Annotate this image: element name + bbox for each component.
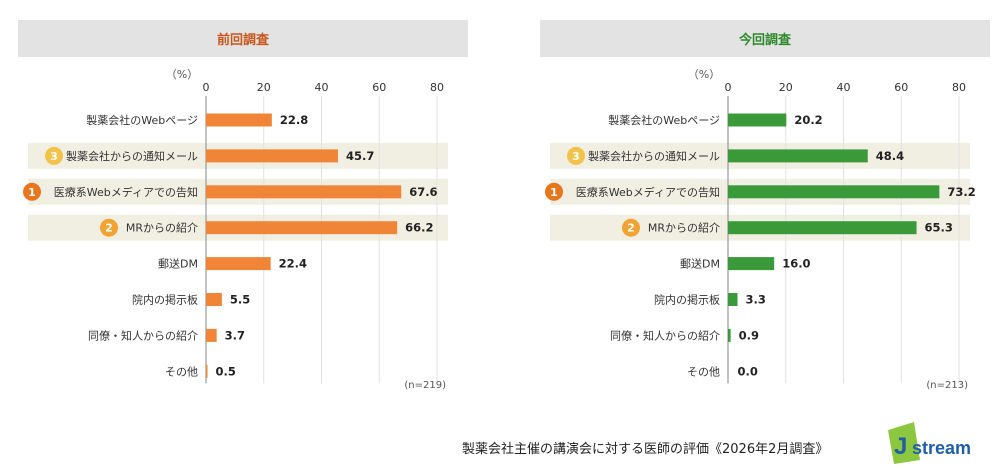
rank-badge xyxy=(23,182,41,201)
category-label: MRからの紹介 xyxy=(648,222,720,235)
value-label: 67.6 xyxy=(409,185,437,199)
logo-stream-text: stream xyxy=(912,438,971,458)
value-label: 0.9 xyxy=(739,328,759,342)
rank-number: 2 xyxy=(105,222,113,235)
category-label: 院内の掲示板 xyxy=(132,293,198,307)
sample-size-label: (n=213) xyxy=(926,380,968,391)
category-label: 医療系Webメディアでの告知 xyxy=(576,185,720,199)
rank-number: 3 xyxy=(572,150,580,163)
bar xyxy=(206,293,222,306)
survey-caption: 製薬会社主催の講演会に対する医師の評価《2026年2月調査》 xyxy=(462,442,829,457)
x-tick-label: 60 xyxy=(372,81,386,94)
category-label: 同僚・知人からの紹介 xyxy=(610,328,720,342)
rank-number: 1 xyxy=(550,186,558,199)
x-tick-label: 0 xyxy=(725,81,732,94)
category-label: 同僚・知人からの紹介 xyxy=(88,328,198,342)
x-tick-label: 80 xyxy=(952,81,966,94)
value-label: 45.7 xyxy=(346,149,374,163)
rank-badge xyxy=(100,218,118,237)
rank-number: 1 xyxy=(28,186,36,199)
rank-number: 2 xyxy=(627,222,635,235)
value-label: 0.0 xyxy=(738,364,758,378)
value-label: 0.5 xyxy=(216,364,236,378)
bar xyxy=(206,185,402,199)
logo-j-letter: J xyxy=(894,433,907,460)
bar xyxy=(206,328,217,342)
value-label: 20.2 xyxy=(794,113,822,127)
current-survey-chart: 0 20 40 60 80 （%） 製薬会社のWebページ 20.2 製薬会社からの通知メール 3… xyxy=(545,68,976,391)
jstream-logo: J stream xyxy=(888,422,971,464)
previous-survey-chart: 0 20 40 60 80 （%） 製薬会社のWebページ 22.8 製薬会社からの通知メール 3… xyxy=(23,68,448,391)
unit-label: （%） xyxy=(166,68,198,81)
rank-number: 3 xyxy=(50,150,58,163)
rank-badge xyxy=(622,218,640,237)
current-survey-panel: 今回調査 0 20 40 60 80 （%） 製薬会社のWebページ 20.2 製薬会社からの通… xyxy=(540,0,990,400)
category-label: 製薬会社からの通知メール xyxy=(588,149,720,163)
bar xyxy=(728,221,917,235)
x-tick-label: 80 xyxy=(430,81,444,94)
bar xyxy=(728,185,940,199)
rank-badge xyxy=(45,146,63,165)
x-tick-label: 40 xyxy=(315,81,329,94)
value-label: 5.5 xyxy=(230,293,250,307)
x-tick-label: 60 xyxy=(894,81,908,94)
x-tick-label: 20 xyxy=(257,81,271,94)
bar xyxy=(728,113,787,127)
previous-survey-panel: 前回調査 0 20 40 60 80 （%） 製薬会社のWebページ 22.8 製薬会社からの通… xyxy=(18,0,468,400)
category-label: 製薬会社のWebページ xyxy=(608,113,720,127)
current-survey-title: 今回調査 xyxy=(540,20,990,57)
category-label: その他 xyxy=(687,365,720,378)
category-label: 院内の掲示板 xyxy=(654,293,720,307)
value-label: 65.3 xyxy=(925,221,953,235)
value-label: 3.7 xyxy=(225,328,245,342)
x-tick-label: 0 xyxy=(203,81,210,94)
logo-mark-shape xyxy=(888,422,920,464)
value-label: 66.2 xyxy=(405,221,433,235)
category-label: MRからの紹介 xyxy=(126,222,198,235)
category-label: 郵送DM xyxy=(680,257,720,271)
value-label: 73.2 xyxy=(947,185,975,199)
previous-survey-title: 前回調査 xyxy=(18,20,468,57)
value-label: 16.0 xyxy=(782,257,810,271)
bar xyxy=(728,149,868,163)
bar xyxy=(206,113,272,127)
bar xyxy=(728,257,775,271)
category-label: 郵送DM xyxy=(158,257,198,271)
value-label: 48.4 xyxy=(876,149,904,163)
value-label: 22.8 xyxy=(280,113,308,127)
rank-badge xyxy=(567,146,585,165)
value-label: 22.4 xyxy=(279,257,307,271)
rank-badge xyxy=(545,182,563,201)
x-tick-label: 40 xyxy=(837,81,851,94)
bar xyxy=(206,364,208,378)
bar xyxy=(728,328,731,342)
category-label: その他 xyxy=(165,365,198,378)
bar xyxy=(206,149,338,163)
value-label: 3.3 xyxy=(746,293,766,307)
bar xyxy=(206,257,271,271)
bar xyxy=(728,293,738,306)
category-label: 製薬会社からの通知メール xyxy=(66,149,198,163)
unit-label: （%） xyxy=(688,68,720,81)
category-label: 製薬会社のWebページ xyxy=(86,113,198,127)
x-tick-label: 20 xyxy=(779,81,793,94)
sample-size-label: (n=219) xyxy=(404,380,446,391)
bar xyxy=(206,221,398,235)
category-label: 医療系Webメディアでの告知 xyxy=(54,185,198,199)
